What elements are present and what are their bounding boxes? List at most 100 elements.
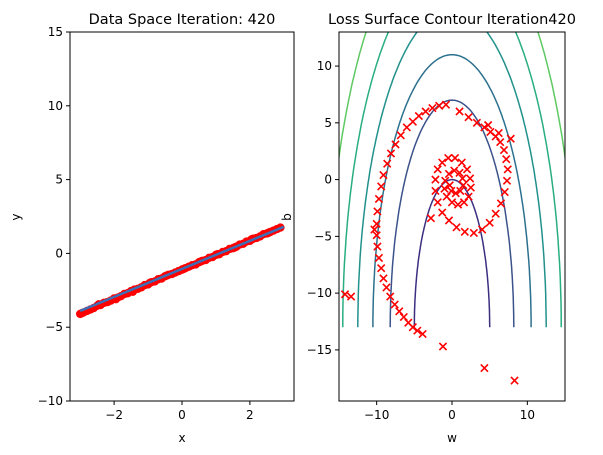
trajectory-marker [499,145,509,155]
data-space-ytick-label: −10 [38,394,63,408]
trajectory-marker [442,192,451,201]
data-space-xtick-label: 2 [246,408,254,422]
trajectory-marker [452,223,461,232]
contour-line [342,32,562,328]
trajectory-marker [391,140,400,149]
contour-line [357,32,547,328]
data-space-ylabel: y [9,213,23,220]
trajectory-marker [455,107,464,116]
trajectory-marker [460,227,469,236]
trajectory-marker [506,134,515,143]
trajectory-marker [510,376,519,385]
loss-surface-ytick-label: −5 [314,229,332,243]
trajectory-marker [431,186,440,196]
trajectory-marker [444,153,453,163]
trajectory-marker [444,169,454,179]
trajectory-marker [377,263,386,273]
trajectory-marker [426,214,436,223]
trajectory-marker [496,199,506,208]
trajectory-marker [383,159,392,168]
trajectory-marker [373,207,382,216]
data-space-ytick-label: −5 [45,320,63,334]
loss-surface-ytick-label: 10 [317,59,332,73]
trajectory-marker [464,192,473,201]
trajectory-marker [370,225,379,234]
trajectory-marker [502,176,512,185]
loss-surface-ticks: −10 0 10 −15 −10 −5 0 5 10 [307,59,535,422]
trajectory-marker [502,154,511,164]
data-space-title: Data Space Iteration: 420 [89,12,276,28]
trajectory-marker [485,218,494,227]
loss-surface-title: Loss Surface Contour Iteration420 [328,12,576,28]
trajectory-marker [404,318,413,327]
trajectory-marker [477,225,487,234]
data-space-ytick-label: 10 [48,99,63,113]
data-space-ticks: −2 0 2 −10 −5 0 5 10 15 [38,25,254,422]
trajectory-marker [480,363,489,373]
trajectory-marker [433,165,442,174]
trajectory-marker [340,290,350,299]
trajectory-marker [373,242,382,251]
fit-line [79,225,285,313]
trajectory-marker [459,181,468,190]
trajectory-marker [441,100,451,109]
trajectory-marker [459,198,469,207]
trajectory-marker [390,300,399,309]
data-space-xtick-label: −2 [105,408,123,422]
trajectory-marker [374,253,384,263]
data-point [77,308,87,318]
trajectory-marker [503,165,512,174]
data-space-ytick-label: 5 [55,173,63,187]
trajectory-marker [464,112,473,122]
trajectory-markers [340,100,519,385]
trajectory-marker [435,101,444,110]
trajectory-marker [372,219,381,229]
trajectory-marker [399,312,408,322]
trajectory-marker [382,283,391,292]
trajectory-marker [444,216,454,225]
trajectory-marker [431,175,440,184]
trajectory-marker [372,231,381,240]
loss-surface-xlabel: w [447,431,457,445]
trajectory-marker [438,342,448,351]
trajectory-marker [496,137,505,147]
data-space-frame [69,31,295,402]
trajectory-marker [457,158,466,167]
loss-surface-ytick-label: −10 [307,286,332,300]
loss-surface-ytick-label: 0 [324,173,332,187]
contour-line [413,178,491,328]
trajectory-marker [450,153,460,163]
trajectory-marker [480,123,489,132]
trajectory-marker [396,131,405,140]
trajectory-marker [386,149,396,158]
loss-surface-xtick-label: 0 [448,408,456,422]
loss-surface-xtick-label: −10 [364,408,389,422]
contour-line [372,53,532,328]
trajectory-marker [458,174,467,183]
trajectory-marker [455,168,464,177]
trajectory-marker [346,292,356,301]
trajectory-marker [428,103,437,113]
loss-surface-frame [338,31,566,402]
trajectory-marker [440,184,449,193]
trajectory-marker [456,186,465,196]
trajectory-marker [377,182,386,191]
trajectory-marker [453,200,463,209]
trajectory-marker [438,158,447,167]
trajectory-marker [379,274,388,283]
trajectory-marker [500,187,509,197]
contour-line [339,32,565,163]
contour-line [389,99,515,328]
trajectory-marker [494,128,503,138]
trajectory-marker [438,208,447,217]
trajectory-marker [395,307,404,316]
trajectory-marker [451,189,460,198]
trajectory-marker [421,107,430,116]
trajectory-marker [450,166,459,175]
loss-surface-ytick-label: −15 [307,343,332,357]
fit-line-group [79,225,285,313]
data-space-ytick-label: 0 [55,246,63,260]
contour-lines [339,32,565,328]
trajectory-marker [483,120,493,130]
